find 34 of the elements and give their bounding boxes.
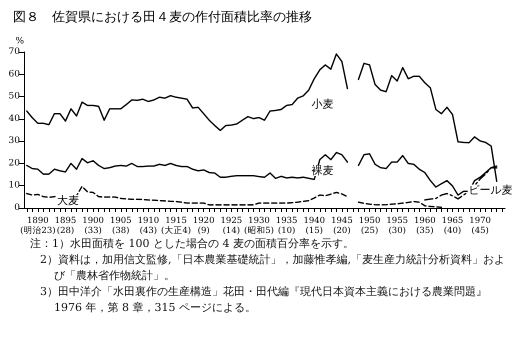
x-tick-label: 1960 (35) [414,216,436,236]
x-tick-label: 1900 (33) [82,216,104,236]
x-tick-label: 1930 (昭和5) [244,216,274,236]
y-tick-label: 60 [8,69,20,80]
series-label: 裸麦 [311,164,334,178]
y-axis-title: % [15,36,24,46]
x-tick-label: 1965 (40) [442,216,464,236]
y-tick-label: 50 [8,92,20,102]
chart-title: 図８ 佐賀県における田４麦の作付面積比率の推移 [13,9,312,25]
x-tick-label: 1905 (38) [110,216,132,236]
x-tick-label: 1955 (30) [386,216,408,236]
y-tick-label: 10 [8,180,20,191]
x-tick-label: 1925 (14) [220,216,242,236]
y-tick-label: 30 [8,136,20,146]
x-tick-label: 1910 (43) [138,216,160,236]
y-tick-label: 40 [8,114,20,124]
text: 3）田中洋介「水田裏作の生産構造」花田・田代編『現代日本資本主義における農業問題』1976 年，第 8 章，315 ページによる。 [39,284,488,316]
x-tick-label: 1915 (大正4) [161,216,192,236]
x-tick-label: 1950 (25) [358,216,380,236]
x-tick-label: 1945 (20) [331,216,353,236]
x-tick-label: 1940 (15) [303,216,326,236]
x-tick-label: 1970 (45) [469,216,491,236]
series-label: 小麦 [311,98,334,111]
series-label: ビール麦 [468,184,513,197]
x-tick-label: 1895 (28) [54,216,76,236]
y-tick-label: 70 [8,47,20,57]
x-tick-label: 1890 (明治23) [20,216,56,236]
x-tick-label: 1920 (9) [192,216,215,236]
series-label: 大麦 [57,194,80,207]
text: 2）資料は，加用信文監修,「日本農業基礎統計」，加藤惟孝編,「麦生産力統計分析資料」および「農林省作物統計」。 [39,252,506,284]
y-tick-label: 20 [8,158,20,168]
x-tick-label: 1935 (10) [276,216,298,236]
y-tick-label: 0 [14,203,20,213]
text: 注：1）水田面積を 100 とした場合の 4 麦の面積百分率を示す。 [30,236,355,252]
